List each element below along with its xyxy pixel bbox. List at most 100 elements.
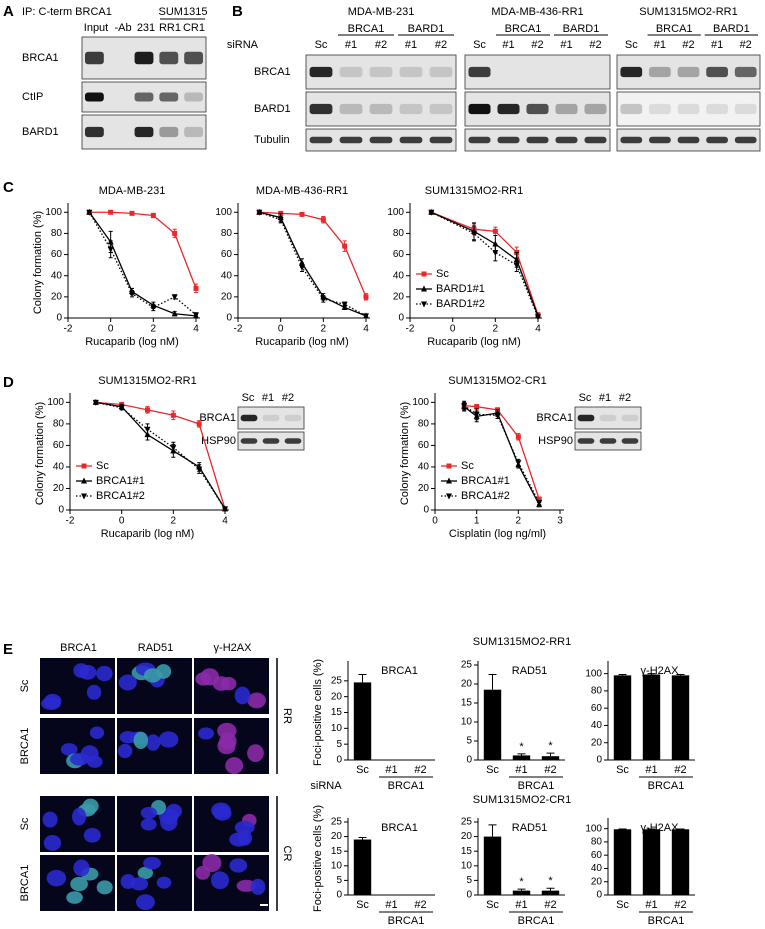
- marker: [129, 210, 135, 216]
- row-label: BARD1: [254, 103, 291, 115]
- band: [369, 66, 393, 78]
- y-tick-label: 20: [53, 483, 65, 494]
- lane-label: #1: [654, 39, 666, 51]
- x-tick-label: #1: [385, 764, 397, 776]
- panel-label: C: [3, 179, 14, 196]
- marker: [172, 230, 178, 236]
- bar: [541, 756, 560, 760]
- marker: [461, 403, 468, 410]
- y-tick-label: 20: [461, 831, 473, 842]
- legend-label: BARD1#1: [436, 283, 485, 295]
- lane-label: Sc: [625, 39, 638, 51]
- band: [159, 92, 179, 102]
- marker: [446, 463, 452, 469]
- y-tick-label: 60: [591, 703, 603, 714]
- band: [429, 136, 453, 144]
- marker: [320, 296, 327, 303]
- nucleus: [156, 876, 172, 889]
- band: [339, 103, 363, 115]
- y-tick-label: 100: [585, 823, 602, 834]
- lane-label: Sc: [315, 39, 328, 51]
- row-label: Sc: [19, 679, 31, 692]
- nucleus: [46, 869, 67, 887]
- band: [620, 66, 643, 78]
- bar: [642, 829, 661, 895]
- chart-title: SUM1315MO2-RR1: [98, 375, 196, 387]
- x-tick-label: 0: [119, 516, 125, 527]
- y-tick-label: 60: [591, 850, 603, 861]
- panel-label: E: [3, 641, 13, 658]
- column-label: γ-H2AX: [214, 642, 253, 654]
- band: [159, 126, 179, 138]
- x-axis-label: Cisplatin (log ng/ml): [449, 528, 546, 540]
- marker: [81, 493, 87, 500]
- row-label: CtIP: [22, 91, 43, 103]
- nucleus: [41, 697, 61, 710]
- row-label: Tubulin: [254, 134, 290, 146]
- x-tick-label: Sc: [486, 899, 499, 911]
- band: [184, 51, 204, 65]
- x-tick-label: 0: [278, 324, 284, 335]
- band: [584, 136, 607, 144]
- band: [134, 51, 154, 65]
- lane-label: #2: [740, 39, 752, 51]
- band: [284, 414, 302, 422]
- nucleus: [96, 665, 113, 682]
- band: [706, 136, 728, 144]
- bar: [353, 839, 372, 895]
- band: [309, 103, 333, 115]
- band: [621, 414, 639, 422]
- series-line: [431, 211, 539, 318]
- error-bar: [358, 836, 367, 840]
- nucleus: [43, 834, 62, 851]
- label: SUM1315: [159, 6, 208, 18]
- marker: [222, 506, 228, 513]
- group-label: BRCA1: [518, 780, 555, 792]
- row-label: HSP90: [538, 435, 573, 447]
- group-label: BRCA1: [648, 780, 685, 792]
- y-tick-label: 20: [591, 737, 603, 748]
- bar: [642, 674, 661, 760]
- band: [734, 136, 757, 144]
- row-label: BRCA1: [22, 52, 59, 64]
- band: [134, 126, 154, 138]
- blot-title: MDA-MB-436-RR1: [491, 6, 583, 18]
- nucleus: [70, 752, 90, 766]
- bar: [541, 890, 560, 895]
- x-tick-label: 2: [493, 324, 499, 335]
- y-tick-label: 60: [221, 249, 233, 260]
- y-tick-label: 60: [51, 249, 63, 260]
- label: siRNA: [227, 39, 259, 51]
- band: [706, 103, 728, 115]
- nucleus: [195, 865, 211, 880]
- band: [649, 103, 671, 115]
- y-tick-label: 10: [461, 717, 473, 728]
- x-tick-label: 0: [450, 324, 456, 335]
- band: [369, 103, 393, 115]
- marker: [515, 434, 521, 440]
- y-tick-label: 40: [418, 462, 430, 473]
- nucleus: [70, 876, 88, 892]
- marker: [108, 209, 114, 215]
- side-label: CR: [281, 846, 293, 862]
- band: [599, 414, 617, 422]
- x-tick-label: #2: [674, 764, 686, 776]
- x-tick-label: Sc: [486, 764, 499, 776]
- error-bar: [618, 674, 627, 676]
- series-line: [95, 401, 226, 510]
- band: [468, 103, 491, 115]
- panel-label: B: [232, 3, 243, 20]
- series-line: [88, 211, 197, 317]
- marker: [474, 404, 480, 410]
- error-bar: [517, 888, 526, 891]
- y-tick-label: 0: [56, 313, 62, 324]
- error-bar: [488, 674, 497, 690]
- chart-title: MDA-MB-231: [99, 185, 166, 197]
- blot: [574, 406, 642, 430]
- y-tick-label: 20: [331, 691, 343, 702]
- nucleus: [155, 664, 172, 679]
- nucleus: [136, 894, 155, 910]
- band: [284, 438, 302, 444]
- group-label: BRCA1: [505, 23, 542, 35]
